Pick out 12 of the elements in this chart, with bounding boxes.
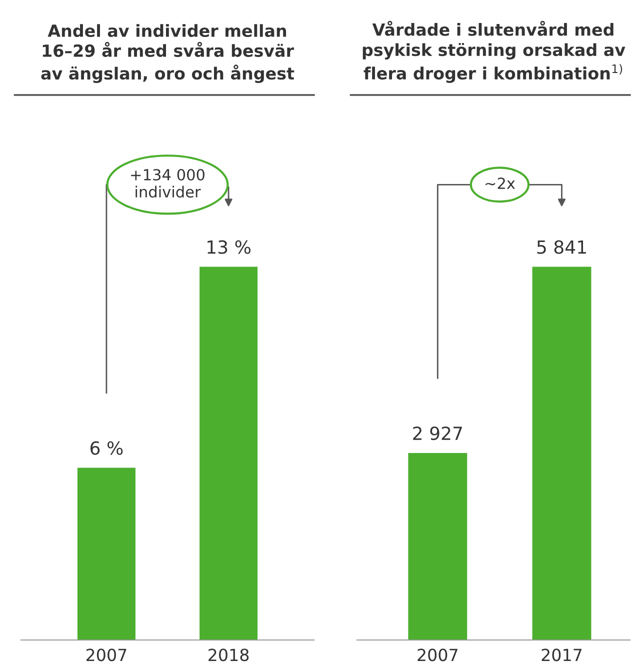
x-tick-label: 2017 bbox=[542, 648, 582, 662]
data-label: 13 % bbox=[208, 240, 250, 254]
text: ~2x bbox=[486, 178, 515, 189]
text: +134 000 individer bbox=[131, 168, 204, 198]
data-label: 5 841 bbox=[537, 240, 586, 254]
x-tick-label: 2007 bbox=[86, 648, 126, 662]
x-tick-label: 2018 bbox=[208, 648, 249, 662]
data-label: 6 % bbox=[90, 441, 123, 455]
data-label: 2 927 bbox=[413, 426, 462, 440]
chart-title: Andel av individer mellan 16–29 år med svåra besvär av ängslan, oro och ångest bbox=[41, 24, 294, 84]
chart-title: Vårdade i slutenvård med psykisk störning orsakad av flera droger i kombination$^{1)}$ bbox=[362, 20, 626, 83]
x-tick-label: 2007 bbox=[418, 648, 458, 662]
